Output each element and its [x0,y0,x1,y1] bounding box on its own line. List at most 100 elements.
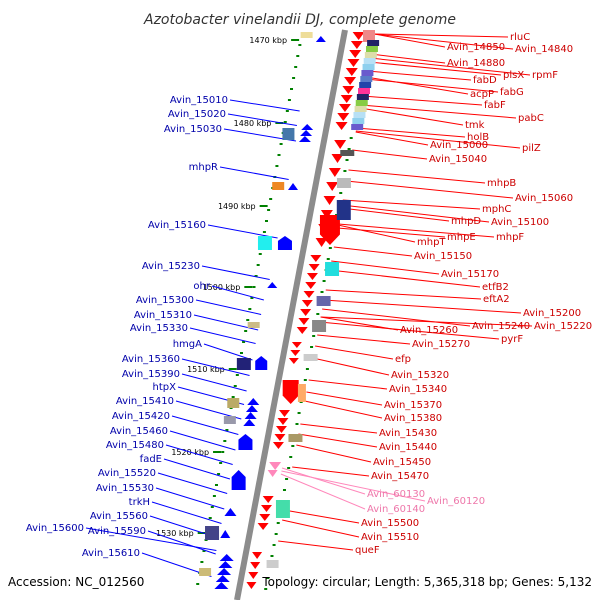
label-leader-line [203,343,253,361]
gene-block [353,112,366,118]
label-leader-line [325,289,482,300]
forward-gene-arrow [219,554,234,561]
gene-block [340,150,355,156]
reverse-gene-arrow [246,582,257,589]
gene-block [363,30,375,42]
topology-text: Topology: circular; Length: 5,365,318 bp… [261,575,592,589]
forward-gene-label: Avin_15310 [134,310,192,321]
gene-block [361,70,374,76]
reverse-gene-label: Avin_15240 [472,321,530,332]
grid-dot [248,308,252,310]
forward-gene-arrow [214,582,229,589]
label-leader-line [322,308,471,327]
grid-dot [290,88,294,90]
reverse-gene-arrow [277,418,289,425]
label-leader-line [151,501,222,524]
reverse-gene-arrow [323,196,336,205]
reverse-gene-label: mhpB [487,178,516,189]
label-leader-line [355,131,429,146]
reverse-gene-label: plsX [503,70,524,81]
reverse-gene-arrow [347,59,360,67]
label-leader-line [323,299,522,314]
label-leader-line [181,373,247,392]
grid-dot [252,286,256,288]
forward-gene-arrow [247,398,260,405]
label-leader-line [147,530,216,555]
forward-gene-arrow [244,412,257,419]
grid-dot [283,121,287,123]
gene-block [300,32,313,38]
reverse-gene-label: mhpF [496,232,524,243]
reverse-gene-label: tmk [465,120,485,131]
reverse-gene-arrow [262,496,274,503]
forward-gene-arrow [218,561,233,568]
reverse-gene-label: Avin_15320 [391,370,449,381]
grid-dot [223,440,227,442]
grid-dot [287,99,291,101]
reverse-gene-arrow [337,113,350,121]
label-leader-line [319,321,500,340]
label-leader-line [281,470,426,502]
label-leader-line [283,509,360,524]
gene-block [303,354,318,361]
reverse-gene-label: Avin_15200 [523,308,581,319]
reverse-gene-label: mphC [482,204,511,215]
reverse-gene-arrow [352,32,365,40]
label-leader-line [292,466,370,477]
reverse-gene-arrow [259,514,271,521]
gene-block [272,182,285,190]
reverse-gene-arrow [288,358,299,364]
reverse-gene-arrow [331,154,344,163]
forward-gene-label: htpX [153,382,177,393]
rna-gene-label: Avin_60130 [367,489,425,500]
reverse-gene-arrow [310,255,322,262]
gene-block [360,76,373,82]
grid-dot [316,313,320,315]
forward-gene-label: Avin_15530 [96,483,154,494]
reverse-gene-arrow [282,380,299,404]
reverse-gene-label: rluC [510,32,530,43]
forward-gene-arrow [300,130,313,136]
label-leader-line [367,70,472,81]
label-leader-line [229,99,300,112]
reverse-gene-label: Avin_15510 [361,532,419,543]
forward-gene-arrow [298,136,311,142]
reverse-gene-arrow [326,182,339,191]
label-leader-line [304,400,383,419]
label-leader-line [296,444,372,463]
reverse-gene-arrow [342,86,355,94]
grid-dot [242,341,246,343]
label-leader-line [333,246,413,257]
label-leader-line [374,33,514,50]
gene-block [367,40,380,46]
reverse-gene-label: Avin_15370 [384,400,442,411]
reverse-gene-label: Avin_15430 [379,428,437,439]
reverse-gene-label: acpP [470,89,494,100]
grid-dot [312,335,316,337]
reverse-gene-arrow [319,215,340,245]
reverse-gene-label: holB [467,132,489,143]
scale-tick-label: 1480 kbp [234,119,272,128]
reverse-gene-label: mhpD [451,216,481,227]
label-leader-line [193,314,259,331]
label-leader-line [201,265,270,280]
reverse-gene-arrow [308,264,320,271]
grid-dot [276,522,280,524]
reverse-gene-label: Avin_14850 [447,42,505,53]
reverse-gene-label: Avin_15270 [412,339,470,350]
label-leader-line [355,130,521,149]
grid-dot [326,258,330,260]
grid-dot [258,253,262,255]
label-leader-line [157,472,228,494]
label-leader-line [362,95,483,106]
reverse-gene-label: Avin_15220 [534,321,592,332]
reverse-gene-label: Avin_15260 [400,325,458,336]
gene-labels: Avin_15010 Avin_15020 Avin_15030 mhpR Avin_1… [26,32,592,559]
gene-block [257,236,272,250]
grid-dot [269,198,273,200]
gene-block [351,124,364,130]
reverse-gene-arrow [298,318,310,325]
gene-block [236,358,251,370]
reverse-gene-arrow [257,523,269,530]
